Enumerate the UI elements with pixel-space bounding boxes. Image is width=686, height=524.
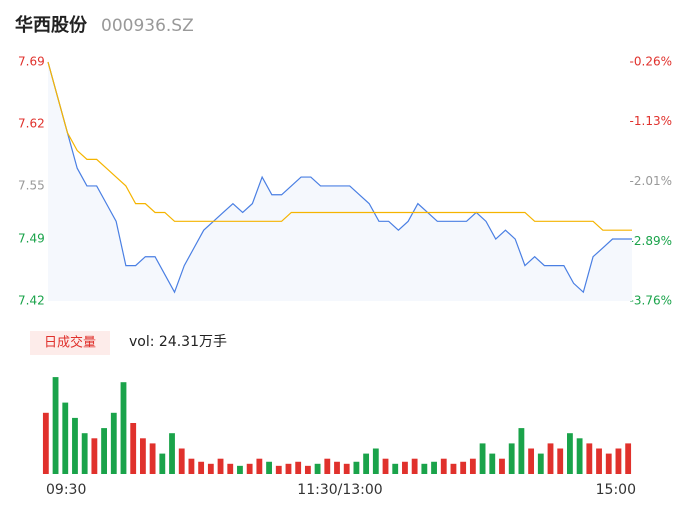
volume-total: vol: 24.31万手 xyxy=(129,334,227,350)
volume-bar xyxy=(411,458,418,474)
volume-bar xyxy=(518,428,525,474)
volume-bar xyxy=(275,465,282,474)
price-area xyxy=(48,62,632,301)
volume-bar xyxy=(246,463,253,474)
volume-bar xyxy=(537,453,544,474)
volume-bar xyxy=(499,458,505,474)
volume-bar xyxy=(334,461,340,474)
volume-bar xyxy=(547,443,554,474)
y-tick-label: 7.69 xyxy=(18,55,45,69)
y2-tick-label: -3.76% xyxy=(630,294,672,308)
volume-bar xyxy=(159,453,166,474)
volume-bar xyxy=(605,453,612,474)
volume-bar xyxy=(120,382,127,474)
volume-bar xyxy=(508,443,515,474)
y-tick-label: 7.49 xyxy=(18,232,45,246)
volume-bar xyxy=(217,458,224,474)
volume-bar xyxy=(343,463,350,474)
volume-bar xyxy=(62,402,69,474)
x-tick-label: 09:30 xyxy=(46,482,86,498)
volume-bar xyxy=(81,433,88,474)
volume-bar xyxy=(625,443,632,474)
volume-bar xyxy=(402,461,408,474)
volume-bar xyxy=(479,443,486,474)
volume-bar xyxy=(431,461,437,474)
average-line xyxy=(47,61,632,231)
y2-tick-label: -2.01% xyxy=(630,174,672,188)
volume-bar xyxy=(256,458,263,474)
volume-bar xyxy=(237,465,243,474)
volume-bar xyxy=(421,463,428,474)
volume-bar xyxy=(392,463,399,474)
volume-bar xyxy=(72,417,78,474)
volume-bar xyxy=(596,448,602,474)
price-line xyxy=(47,61,632,294)
volume-bar xyxy=(528,448,535,474)
y2-tick-label: -0.26% xyxy=(630,55,672,69)
volume-bar xyxy=(567,433,573,474)
volume-bar xyxy=(557,448,564,474)
volume-bar xyxy=(304,465,311,474)
stock-name: 华西股份 xyxy=(15,14,88,36)
y2-tick-label: -2.89% xyxy=(630,234,672,248)
volume-bar xyxy=(615,448,622,474)
volume-bar xyxy=(469,458,476,474)
volume-bar xyxy=(285,463,292,474)
volume-bar xyxy=(169,433,175,474)
volume-bar xyxy=(295,461,302,474)
stock-code: 000936.SZ xyxy=(101,16,194,36)
y2-tick-label: -1.13% xyxy=(630,114,672,128)
volume-bar xyxy=(266,461,272,474)
y-tick-label: 7.62 xyxy=(18,116,45,130)
volume-bar xyxy=(139,438,146,474)
volume-bar xyxy=(227,463,234,474)
volume-bar xyxy=(382,458,389,474)
volume-bar xyxy=(489,453,496,474)
volume-bar xyxy=(576,438,583,474)
y-tick-label: 7.42 xyxy=(18,294,45,308)
volume-bar xyxy=(110,412,117,474)
volume-bar xyxy=(440,458,447,474)
volume-bar xyxy=(130,423,137,474)
volume-bar xyxy=(91,438,98,474)
x-tick-label: 15:00 xyxy=(596,482,636,498)
volume-bar xyxy=(450,463,457,474)
volume-bar xyxy=(586,443,593,474)
volume-bar xyxy=(324,458,331,474)
volume-bar xyxy=(207,463,214,474)
volume-bar xyxy=(363,453,370,474)
volume-bar xyxy=(314,463,321,474)
volume-bar xyxy=(460,461,467,474)
volume-bar xyxy=(353,461,360,474)
volume-bar xyxy=(42,412,49,474)
volume-bar xyxy=(52,377,59,474)
y-tick-label: 7.55 xyxy=(18,178,45,192)
volume-bar xyxy=(178,448,185,474)
volume-bar xyxy=(372,448,379,474)
x-tick-label: 11:30/13:00 xyxy=(297,482,382,498)
volume-bar xyxy=(101,428,107,474)
volume-bar xyxy=(149,443,156,474)
volume-bar xyxy=(188,458,195,474)
volume-bar xyxy=(198,461,205,474)
volume-badge xyxy=(30,331,110,355)
volume-title: 日成交量 xyxy=(44,335,96,351)
